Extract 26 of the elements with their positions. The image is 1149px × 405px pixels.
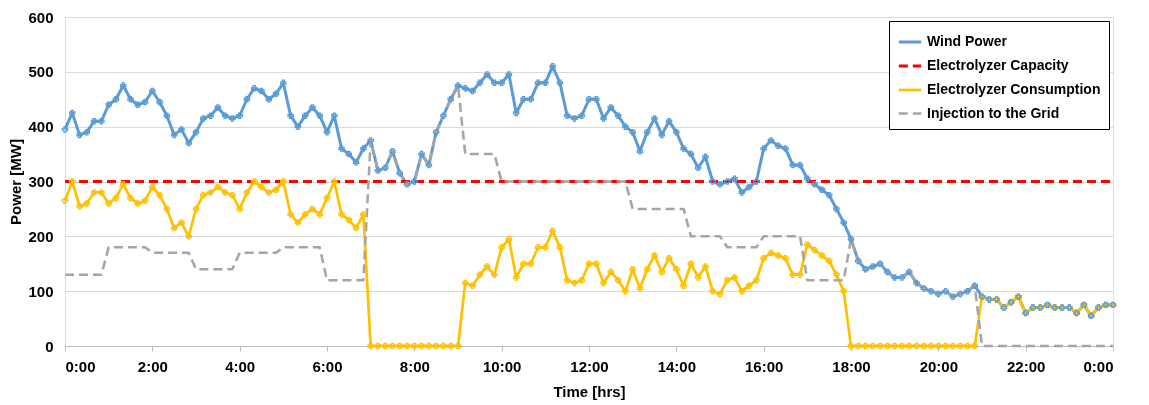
y-tick-label: 300	[28, 173, 54, 190]
legend-label: Injection to the Grid	[927, 104, 1060, 121]
x-tick-label: 0:00	[1083, 357, 1114, 375]
x-tick-label: 22:00	[1006, 357, 1046, 375]
x-tick-label: 0:00	[65, 357, 96, 375]
x-tick-label: 6:00	[312, 357, 343, 375]
x-tick-label: 10:00	[482, 357, 522, 375]
x-tick-label: 20:00	[919, 357, 959, 375]
y-tick-label: 600	[28, 8, 54, 26]
y-tick-label: 100	[28, 282, 54, 300]
x-tick-label: 14:00	[657, 357, 697, 375]
legend-label: Electrolyzer Consumption	[927, 81, 1101, 97]
y-tick-label: 500	[28, 63, 54, 81]
x-tick-label: 18:00	[832, 357, 871, 375]
x-tick-label: 16:00	[744, 357, 784, 375]
x-tick-label: 8:00	[399, 357, 430, 375]
y-tick-label: 0	[45, 337, 54, 355]
x-tick-label: 12:00	[570, 357, 609, 375]
legend-label: Electrolyzer Capacity	[927, 57, 1069, 73]
x-axis-title: Time [hrs]	[553, 382, 626, 400]
y-tick-label: 400	[28, 118, 54, 136]
x-tick-label: 4:00	[225, 357, 256, 375]
x-tick-label: 2:00	[137, 357, 168, 375]
y-tick-label: 200	[28, 227, 54, 245]
legend-label: Wind Power	[927, 33, 1008, 49]
y-axis-title: Power [MW]	[7, 139, 25, 225]
